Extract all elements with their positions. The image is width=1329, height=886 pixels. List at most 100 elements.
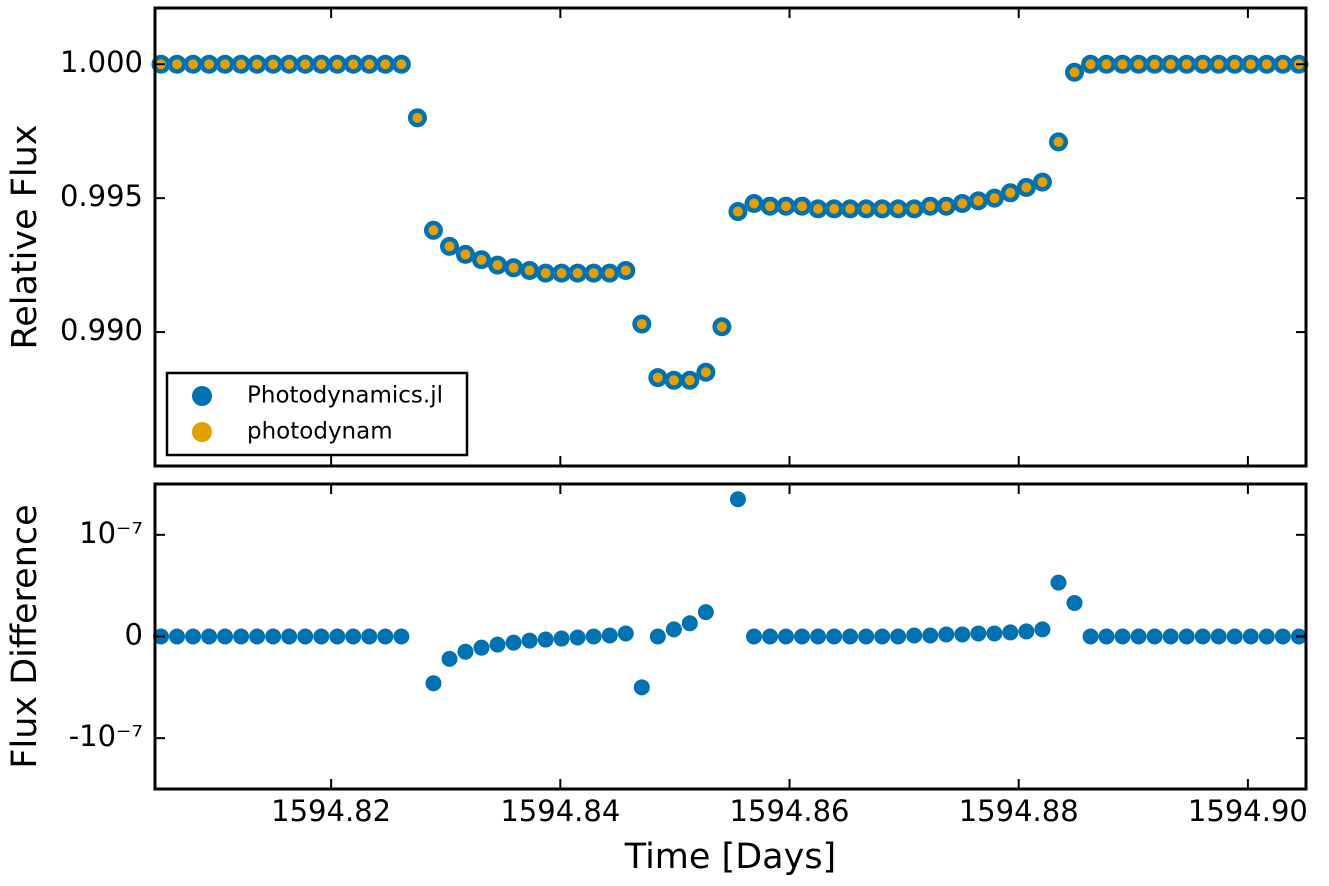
data-point [649,628,666,645]
data-point [396,59,407,70]
x-tick-label: 1594.90 [1188,794,1308,828]
data-point [1261,59,1272,70]
y-tick-label: 0.995 [60,179,143,213]
data-point [957,198,968,209]
data-point [537,631,554,648]
data-point [329,628,346,645]
legend-marker [192,386,212,406]
data-point [1117,59,1128,70]
data-point [1002,624,1019,641]
data-point [777,628,794,645]
data-point [925,201,936,212]
data-point [252,59,263,70]
legend-marker [192,422,212,442]
x-tick-label: 1594.88 [959,794,1079,828]
data-point [1242,628,1259,645]
y-tick-label: 0 [125,618,143,652]
data-point [332,59,343,70]
data-point [233,628,250,645]
data-point [938,626,955,643]
data-point [668,375,679,386]
data-point [652,372,663,383]
data-point [810,628,827,645]
data-point [1229,59,1240,70]
data-point [765,201,776,212]
data-point [617,625,634,642]
data-point [1194,628,1211,645]
data-point [780,201,791,212]
y-tick-label: 1.000 [60,45,143,79]
data-point [1197,59,1208,70]
data-point [1277,59,1288,70]
data-point [986,625,1003,642]
data-point [169,628,186,645]
data-point [508,262,519,273]
y-tick-label: 0.990 [60,313,143,347]
data-point [813,203,824,214]
data-point [572,268,583,279]
data-point [845,203,856,214]
data-point [553,630,570,647]
data-point [633,679,650,696]
data-point [604,268,615,279]
data-point [1082,628,1099,645]
data-point [348,59,359,70]
data-point [1066,594,1083,611]
data-point [1165,59,1176,70]
data-point [460,249,471,260]
data-point [1178,628,1195,645]
data-point [1258,628,1275,645]
data-point [922,627,939,644]
data-point [1034,621,1051,638]
data-point [748,198,759,209]
data-point [268,59,279,70]
legend-box [165,371,469,457]
data-point [954,626,971,643]
data-point [489,636,506,653]
data-point [345,628,362,645]
data-point [941,201,952,212]
data-point [636,319,647,330]
data-point [842,628,859,645]
data-point [201,628,218,645]
data-point [1213,59,1224,70]
x-tick-label: 1594.84 [500,794,620,828]
data-point [700,367,711,378]
data-point [281,628,298,645]
data-point [1101,59,1112,70]
data-point [909,203,920,214]
data-point [890,628,907,645]
data-point [236,59,247,70]
data-point [794,628,811,645]
legend-label: Photodynamics.jl [247,383,443,409]
data-point [826,628,843,645]
data-point [601,627,618,644]
data-point [1037,177,1048,188]
data-point [1130,628,1147,645]
data-point [588,268,599,279]
data-point [188,59,199,70]
data-point [364,59,375,70]
data-point [1245,59,1256,70]
legend-label: photodynam [247,419,393,445]
data-point [829,203,840,214]
data-point [300,59,311,70]
data-point [861,203,872,214]
y-axis-label: Flux Difference [5,504,45,768]
data-point [1146,628,1163,645]
data-point [204,59,215,70]
data-point [265,628,282,645]
data-point [316,59,327,70]
data-point [505,634,522,651]
data-point [585,628,602,645]
data-point [1226,628,1243,645]
data-point [217,628,234,645]
data-point [473,639,490,656]
data-point [1050,574,1067,591]
data-point [716,321,727,332]
data-point [524,265,535,276]
data-point [1149,59,1160,70]
data-point [1098,628,1115,645]
data-point [393,628,410,645]
